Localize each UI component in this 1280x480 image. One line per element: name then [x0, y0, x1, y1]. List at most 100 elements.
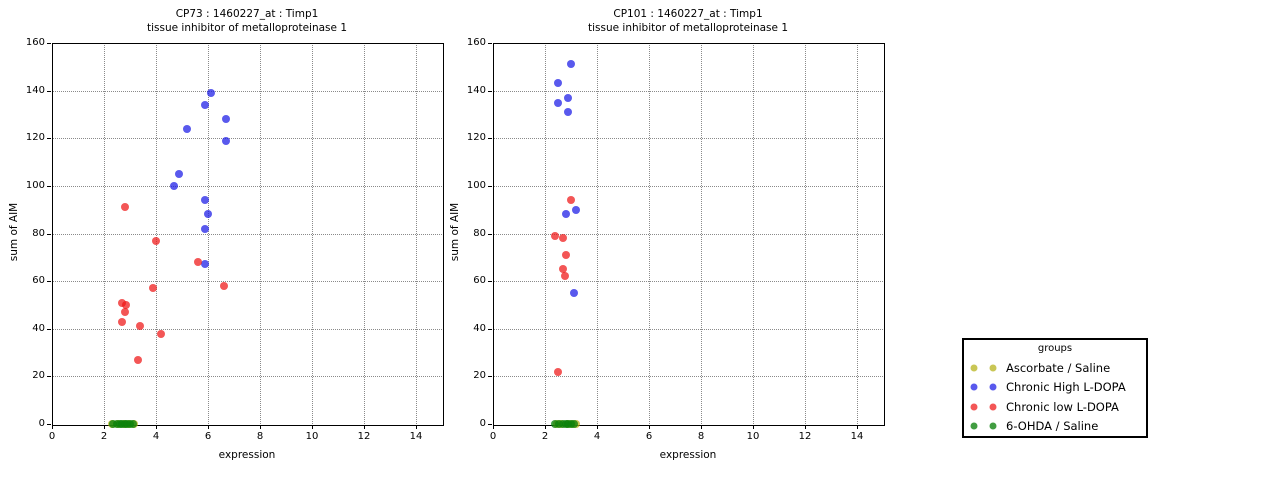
y-tick-label: 80 [32, 227, 45, 239]
y-tick-label: 40 [473, 322, 486, 334]
data-point [564, 93, 573, 102]
legend-marker-dot [989, 383, 997, 391]
y-tick-label: 0 [479, 418, 486, 429]
y-tick-label: 140 [466, 84, 486, 96]
x-tick [364, 425, 365, 429]
y-tick [488, 90, 492, 92]
x-tick [416, 425, 417, 429]
data-point [120, 308, 129, 317]
data-point [559, 265, 568, 274]
y-tick [488, 424, 492, 425]
plot-title: CP73 : 1460227_at : Timp1 tissue inhibito… [52, 7, 442, 35]
x-tick [753, 425, 754, 429]
legend-row: Ascorbate / Saline [964, 358, 1146, 377]
data-point [572, 205, 581, 214]
data-point [222, 115, 231, 124]
x-tick [260, 425, 261, 429]
y-axis-label: sum of AIM [8, 202, 20, 261]
data-point [567, 60, 575, 69]
data-point [204, 210, 212, 219]
legend-marker-dot [970, 383, 978, 391]
data-point [560, 272, 569, 281]
data-point [551, 231, 560, 240]
x-tick [597, 425, 598, 429]
y-gridline [493, 233, 883, 235]
data-point [183, 124, 192, 133]
data-point [222, 136, 231, 145]
data-point [559, 234, 568, 243]
data-point [201, 224, 210, 233]
legend-row: 6-OHDA / Saline [964, 417, 1146, 436]
legend-marker-dot [970, 364, 978, 371]
y-tick [488, 138, 492, 140]
data-point [554, 367, 562, 376]
x-tick [649, 425, 650, 429]
y-tick-label: 0 [38, 418, 45, 429]
legend-entry-label: Chronic High L-DOPA [1006, 380, 1126, 394]
data-point [564, 108, 573, 117]
x-tick-label: 14 [850, 431, 864, 442]
x-tick [701, 425, 702, 429]
y-gridline [493, 376, 883, 378]
x-tick-label: 12 [798, 431, 812, 442]
legend-marker-dot [970, 422, 978, 430]
legend-marker-dot [970, 403, 978, 410]
y-gridline [493, 185, 883, 187]
x-tick [52, 425, 53, 429]
y-tick [47, 328, 51, 330]
data-point [206, 89, 215, 97]
x-tick-label: 4 [152, 431, 160, 442]
data-point [554, 98, 562, 107]
y-tick [47, 376, 51, 378]
x-tick-label: 6 [204, 431, 212, 442]
plot-title-line1: CP101 : 1460227_at : Timp1 [613, 8, 763, 20]
legend-entry-label: 6-OHDA / Saline [1006, 419, 1099, 433]
legend-marker-dot [989, 422, 997, 430]
y-tick-label: 120 [466, 132, 486, 144]
legend-title: groups [1037, 343, 1073, 354]
data-point [201, 100, 210, 109]
legend-row: Chronic High L-DOPA [964, 378, 1146, 397]
y-gridline [52, 233, 442, 235]
legend-marker-dot [989, 364, 997, 371]
data-point [149, 284, 158, 293]
y-tick-label: 40 [32, 322, 45, 334]
y-tick [47, 424, 51, 425]
x-tick-label: 10 [746, 431, 760, 442]
x-tick-label: 10 [305, 431, 319, 442]
y-gridline [52, 138, 442, 140]
data-point [157, 329, 166, 338]
y-tick-label: 160 [25, 37, 45, 48]
y-gridline [493, 281, 883, 283]
x-tick-label: 4 [593, 431, 601, 442]
legend-box: groups Ascorbate / Saline Chronic High L-… [962, 338, 1148, 438]
legend-entry-label: Ascorbate / Saline [1006, 360, 1111, 375]
data-point [193, 258, 202, 267]
data-point [554, 79, 562, 88]
legend-marker-dot [989, 403, 997, 410]
y-tick [488, 185, 492, 187]
y-tick-label: 60 [32, 275, 45, 287]
x-tick-label: 0 [48, 431, 56, 442]
y-gridline [493, 328, 883, 330]
y-tick [488, 43, 492, 44]
y-gridline [52, 376, 442, 378]
data-point [201, 260, 210, 269]
y-tick-label: 120 [25, 132, 45, 144]
x-tick-label: 2 [100, 431, 108, 442]
y-tick-label: 140 [25, 84, 45, 96]
y-gridline [52, 90, 442, 92]
x-tick [857, 425, 858, 429]
x-axis-label: expression [218, 449, 276, 461]
y-tick [488, 281, 492, 283]
y-gridline [493, 138, 883, 140]
y-tick-label: 80 [473, 227, 486, 239]
y-tick [47, 90, 51, 92]
y-tick-label: 60 [473, 275, 486, 287]
x-tick [805, 425, 806, 429]
y-axis-label: sum of AIM [449, 202, 461, 261]
plot-title-line1: CP73 : 1460227_at : Timp1 [175, 8, 319, 20]
data-point [569, 289, 578, 298]
x-tick-label: 8 [697, 431, 705, 442]
x-tick-label: 14 [409, 431, 423, 442]
